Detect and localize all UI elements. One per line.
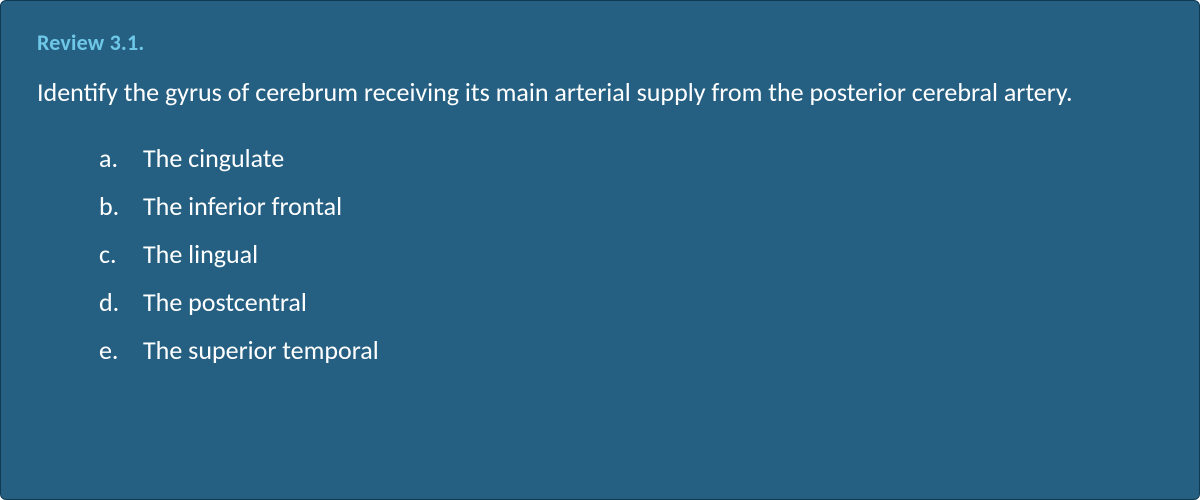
option-marker: b. xyxy=(99,182,119,230)
option-text: The postcentral xyxy=(143,286,307,318)
review-question-box: Review 3.1. Identify the gyrus of cerebr… xyxy=(0,0,1200,500)
question-text: Identify the gyrus of cerebrum receiving… xyxy=(37,70,1163,116)
option-marker: a. xyxy=(99,134,118,182)
option-b: b. The inferior frontal xyxy=(99,182,1163,230)
option-marker: c. xyxy=(99,230,117,278)
option-text: The cingulate xyxy=(143,142,284,174)
option-a: a. The cingulate xyxy=(99,134,1163,182)
option-c: c. The lingual xyxy=(99,230,1163,278)
review-label: Review 3.1. xyxy=(37,29,1163,56)
option-marker: e. xyxy=(99,326,119,374)
option-marker: d. xyxy=(99,278,119,326)
option-text: The superior temporal xyxy=(143,334,379,366)
option-text: The lingual xyxy=(143,238,258,270)
option-text: The inferior frontal xyxy=(143,190,342,222)
options-list: a. The cingulate b. The inferior frontal… xyxy=(37,134,1163,374)
option-e: e. The superior temporal xyxy=(99,326,1163,374)
option-d: d. The postcentral xyxy=(99,278,1163,326)
